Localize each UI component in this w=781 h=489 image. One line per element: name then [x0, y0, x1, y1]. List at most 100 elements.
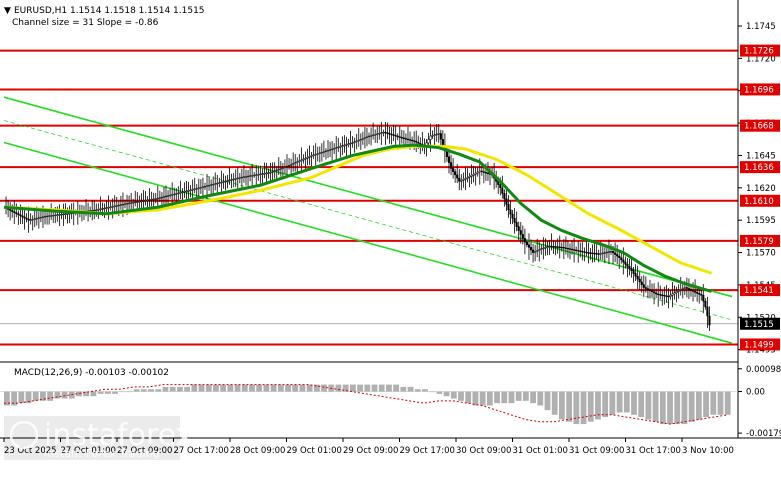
- candle-body: [347, 143, 350, 145]
- macd-bar: [47, 391, 54, 401]
- candle-body: [704, 300, 707, 308]
- candle-body: [570, 248, 574, 251]
- candle-body: [650, 290, 654, 293]
- candle-body: [236, 177, 239, 180]
- candle-body: [226, 180, 229, 182]
- candle-body: [64, 213, 67, 215]
- candle-body: [210, 184, 213, 186]
- macd-bar: [616, 391, 623, 413]
- macd-bar: [112, 391, 118, 394]
- candle-body: [691, 290, 695, 292]
- time-tick-label: 29 Oct 17:00: [400, 446, 455, 456]
- candle-body: [476, 171, 479, 174]
- candle-body: [25, 217, 28, 220]
- candle-body: [103, 207, 106, 210]
- macd-bar: [530, 391, 536, 404]
- macd-tick-label: 0.00098: [746, 365, 781, 375]
- candle-body: [638, 278, 641, 283]
- candle-body: [661, 294, 664, 296]
- candle-body: [322, 151, 325, 153]
- candle-body: [337, 146, 340, 149]
- level-tag: [740, 194, 780, 207]
- price-tick-label: 1.1620: [746, 184, 776, 194]
- regression-channel: [3, 96, 733, 344]
- macd-bar: [169, 386, 176, 392]
- candle-body: [31, 218, 34, 221]
- candle-body: [415, 140, 418, 143]
- horizontal-levels: [0, 49, 738, 346]
- candle-body: [304, 157, 307, 160]
- macd-bar: [674, 391, 681, 425]
- macd-bar: [18, 391, 25, 404]
- candle-body: [101, 208, 104, 210]
- macd-tick-label: 0.00: [746, 388, 765, 398]
- macd-bar: [349, 384, 356, 392]
- candle-body: [353, 141, 356, 143]
- macd-bar: [90, 391, 97, 397]
- candle-body: [267, 172, 270, 174]
- level-tag: [740, 44, 780, 57]
- candle-body: [388, 133, 391, 135]
- candle-body: [37, 217, 40, 219]
- candle-body: [708, 315, 711, 326]
- macd-bar: [566, 391, 573, 422]
- candle-body: [558, 246, 561, 248]
- candle-body: [316, 153, 319, 155]
- candle-body: [189, 189, 192, 191]
- candle-body: [404, 138, 407, 140]
- candle-body: [554, 246, 557, 248]
- candle-body: [417, 142, 420, 144]
- candle-body: [406, 138, 410, 141]
- candle-body: [173, 193, 176, 196]
- candle-body: [548, 245, 551, 248]
- logo-tagline: Instant Forex Trading: [44, 447, 160, 460]
- candle-body: [394, 135, 397, 137]
- candle-body: [164, 195, 168, 198]
- candle-body: [597, 253, 600, 255]
- candle-body: [351, 142, 354, 144]
- macd-bar: [443, 391, 450, 397]
- candle-body: [429, 135, 432, 140]
- macd-bar: [162, 386, 169, 392]
- candle-body: [191, 189, 194, 191]
- candle-body: [538, 249, 541, 251]
- candle-body: [275, 169, 278, 172]
- candle-body: [361, 138, 364, 140]
- candle-body: [566, 247, 569, 250]
- macd-bar: [133, 389, 140, 392]
- candle-body: [698, 293, 701, 295]
- candle-body: [648, 289, 652, 291]
- candle-body: [653, 291, 656, 294]
- macd-bar: [321, 384, 327, 392]
- macd-bar: [494, 391, 500, 404]
- candle-body: [48, 215, 51, 217]
- macd-bar: [378, 384, 385, 392]
- candle-body: [29, 219, 32, 221]
- candle-body: [15, 212, 18, 214]
- macd-bar: [486, 391, 493, 406]
- candle-body: [125, 203, 129, 205]
- logo-brand: instaforex: [44, 418, 193, 453]
- candle-body: [111, 206, 114, 208]
- macd-bar: [458, 391, 464, 401]
- candle-body: [503, 193, 506, 200]
- macd-bar: [4, 391, 10, 406]
- candle-body: [242, 176, 245, 178]
- level-tag-label: 1.1668: [744, 122, 774, 132]
- candle-body: [634, 273, 637, 277]
- candle-body: [283, 166, 286, 168]
- candle-body: [456, 174, 459, 179]
- candle-body: [60, 213, 63, 216]
- candle-body: [628, 266, 631, 269]
- candle-body: [589, 252, 592, 254]
- candle-body: [318, 152, 321, 154]
- candle-body: [136, 201, 139, 203]
- candle-body: [441, 139, 444, 146]
- candle-body: [435, 133, 438, 136]
- price-tick-label: 1.1745: [746, 22, 776, 32]
- macd-bar: [292, 384, 299, 392]
- triangle-icon: ▼: [4, 6, 11, 16]
- candle-body: [156, 197, 159, 200]
- candle-body: [431, 135, 434, 137]
- candle-body: [622, 259, 625, 263]
